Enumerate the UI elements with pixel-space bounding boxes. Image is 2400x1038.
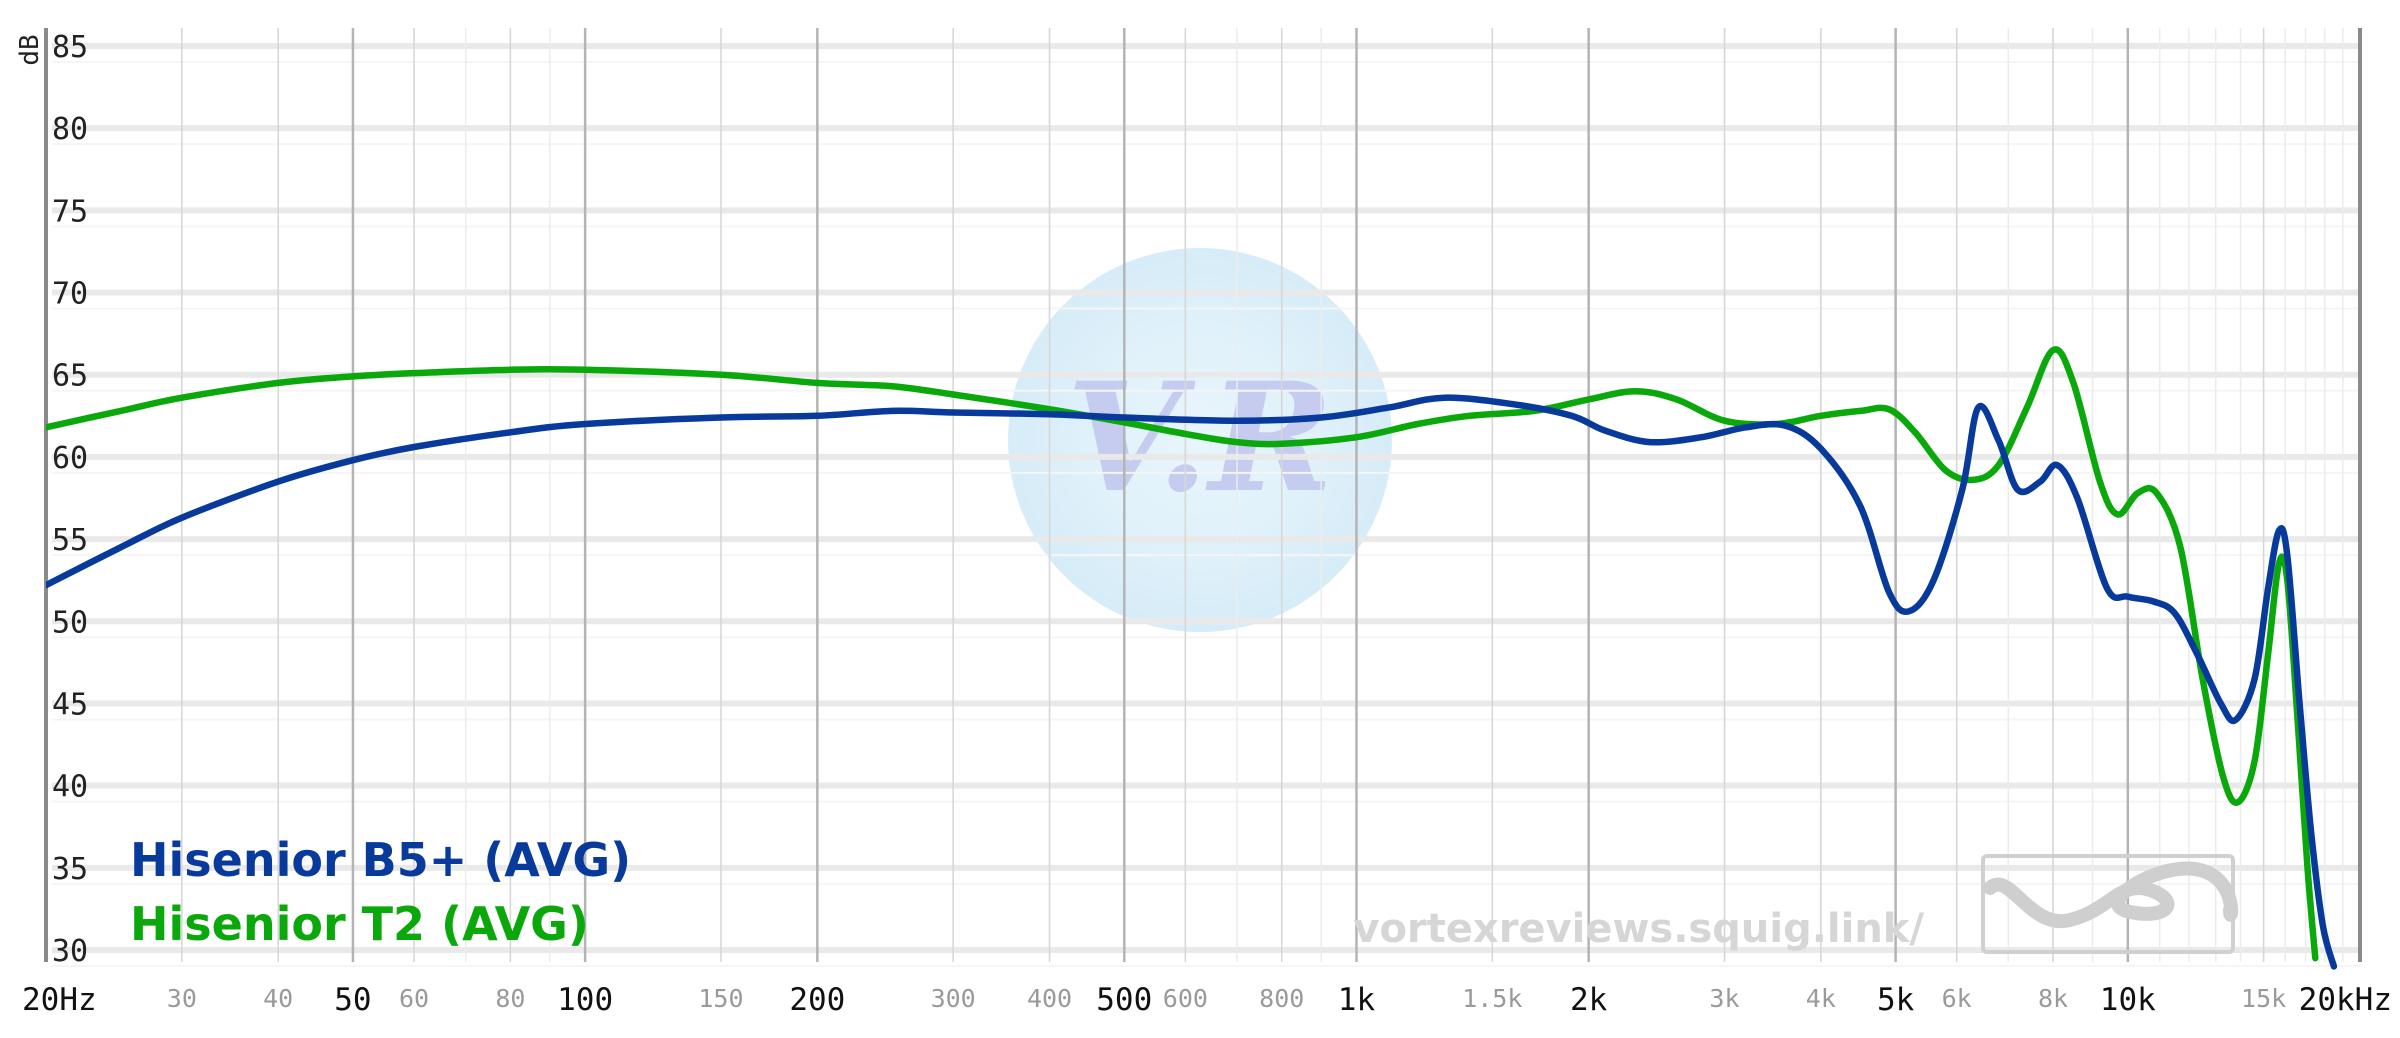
y-tick-label: 75 [52,194,88,229]
x-major-tick-label: 2k [1570,982,1608,1018]
x-major-tick-label: 1k [1338,982,1376,1018]
series-lines [46,346,2338,970]
watermark-url: vortexreviews.squig.link/ [1353,906,1924,952]
x-minor-tick-label: 1.5k [1462,984,1522,1013]
x-major-tick-label: 200 [789,982,845,1018]
legend-entry-b5-plus: Hisenior B5+ (AVG) [130,833,631,887]
y-tick-label: 60 [52,441,88,476]
x-minor-tick-label: 4k [1806,984,1836,1013]
legend: Hisenior B5+ (AVG) Hisenior T2 (AVG) [130,833,631,951]
grid [44,28,2362,967]
x-major-tick-label: 20kHz [2299,982,2392,1018]
squiglink-logo [1981,854,2239,954]
x-major-tick-label: 10k [2100,982,2156,1018]
axes: 85 80 75 70 65 60 55 50 45 40 35 30 30 40 60 80 150 300 40… [22,30,2392,1018]
y-tick-label: 50 [52,605,88,640]
x-minor-tick-label: 60 [399,984,429,1013]
x-minor-tick-label: 300 [931,984,976,1013]
x-minor-tick-label: 6k [1942,984,1972,1013]
y-tick-label: 30 [52,934,88,969]
y-tick-label: 85 [52,30,88,65]
y-tick-label: 35 [52,852,88,887]
series-line-t2 [46,346,2319,962]
y-tick-label: 70 [52,277,88,312]
x-major-tick-label: 500 [1096,982,1152,1018]
y-tick-label: 65 [52,359,88,394]
x-major-tick-label: 20Hz [22,982,97,1018]
x-minor-tick-label: 800 [1259,984,1304,1013]
x-major-tick-label: 5k [1877,982,1915,1018]
y-tick-label: 55 [52,523,88,558]
x-minor-tick-label: 40 [263,984,293,1013]
x-major-tick-label: 50 [334,982,371,1018]
legend-entry-t2: Hisenior T2 (AVG) [130,897,589,951]
x-minor-tick-label: 3k [1709,984,1739,1013]
y-tick-label: 40 [52,770,88,805]
x-minor-tick-label: 600 [1163,984,1208,1013]
x-minor-tick-label: 15k [2241,984,2286,1013]
x-minor-tick-label: 150 [698,984,743,1013]
x-major-tick-label: 100 [557,982,613,1018]
x-minor-tick-label: 80 [495,984,525,1013]
x-minor-tick-label: 8k [2038,984,2068,1013]
x-minor-tick-label: 400 [1027,984,1072,1013]
y-tick-label: 80 [52,112,88,147]
series-line-b5-plus [46,394,2338,970]
y-tick-label: 45 [52,687,88,722]
x-minor-tick-label: 30 [167,984,197,1013]
y-axis-unit-label: dB [15,34,45,65]
